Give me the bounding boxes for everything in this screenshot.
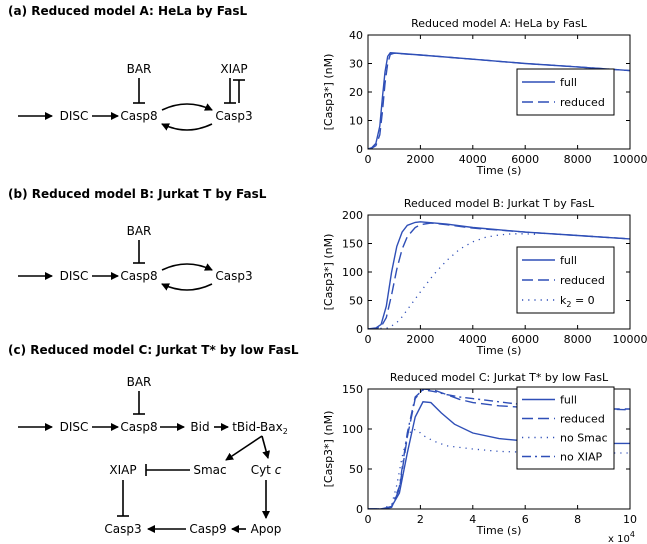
y-axis-label: [Casp3*] (nM): [322, 411, 335, 488]
y-tick-label: 40: [349, 29, 363, 42]
y-tick-label: 20: [349, 86, 363, 99]
node-apop: Apop: [251, 522, 282, 536]
node-casp8: Casp8: [120, 109, 157, 123]
edge-casp8-casp3: [161, 103, 213, 111]
y-tick-label: 100: [342, 266, 363, 279]
legend-label: reduced: [560, 274, 605, 287]
node-bar: BAR: [127, 224, 152, 238]
legend-box: [516, 68, 615, 116]
x-axis-label: Time (s): [476, 164, 522, 177]
x-tick-label: 4: [469, 513, 476, 526]
legend-label: full: [560, 254, 577, 267]
x-axis-label: Time (s): [476, 524, 522, 537]
y-axis-label: [Casp3*] (nM): [322, 54, 335, 131]
legend-label: full: [560, 76, 577, 89]
x-tick-label: 8000: [564, 333, 592, 346]
y-tick-label: 0: [356, 143, 363, 156]
node-xiap: XIAP: [220, 62, 247, 76]
node-casp3: Casp3: [215, 109, 252, 123]
x-tick-label: 2000: [406, 333, 434, 346]
panel-a-title: (a) Reduced model A: HeLa by FasL: [8, 4, 248, 18]
x-axis-label: Time (s): [476, 344, 522, 357]
y-tick-label: 150: [342, 238, 363, 251]
legend-label: reduced: [560, 413, 605, 426]
node-smac: Smac: [193, 463, 226, 477]
node-disc: DISC: [60, 420, 89, 434]
y-tick-label: 30: [349, 58, 363, 71]
node-casp9: Casp9: [189, 522, 226, 536]
plot-frame: [367, 388, 631, 510]
y-tick-label: 200: [342, 209, 363, 222]
node-disc: DISC: [60, 269, 89, 283]
y-tick-label: 50: [349, 463, 363, 476]
diagram-b: BAR DISC Casp8 Casp3: [18, 224, 253, 291]
x-tick-label: 2000: [406, 153, 434, 166]
chart-c: Reduced model C: Jurkat T* by low FasL 0 2…: [322, 371, 637, 544]
x-tick-label: 10000: [613, 153, 647, 166]
legend-label: no XIAP: [560, 451, 603, 464]
x-tick-label: 10: [623, 513, 637, 526]
node-xiap: XIAP: [109, 463, 136, 477]
chart-title: Reduced model C: Jurkat T* by low FasL: [390, 371, 609, 384]
x-tick-label: 6000: [511, 153, 539, 166]
y-tick-label: 0: [356, 503, 363, 516]
node-bar: BAR: [127, 375, 152, 389]
y-tick-label: 50: [349, 295, 363, 308]
edge-casp3-casp8: [161, 123, 213, 131]
y-tick-label: 150: [342, 383, 363, 396]
node-casp3: Casp3: [104, 522, 141, 536]
legend-box: [516, 386, 615, 470]
chart-a: Reduced model A: HeLa by FasL 0 2000 4000 60…: [322, 17, 647, 177]
x-tick-label: 8: [574, 513, 581, 526]
x-tick-label: 6000: [511, 333, 539, 346]
chart-title: Reduced model A: HeLa by FasL: [411, 17, 588, 30]
node-casp8: Casp8: [120, 420, 157, 434]
panel-c-title: (c) Reduced model C: Jurkat T* by low Fa…: [8, 343, 299, 357]
x-tick-label: 0: [365, 153, 372, 166]
x-tick-label: 0: [365, 333, 372, 346]
series-line-1: [368, 222, 630, 329]
series-line-2: [368, 233, 539, 329]
x-tick-label: 4000: [459, 333, 487, 346]
x-tick-label: 4000: [459, 153, 487, 166]
x-multiplier: x 104: [608, 530, 635, 544]
node-cytc: Cyt c: [251, 463, 282, 477]
node-casp8: Casp8: [120, 269, 157, 283]
panel-b-title: (b) Reduced model B: Jurkat T by FasL: [8, 187, 267, 201]
node-casp3: Casp3: [215, 269, 252, 283]
series-line-1: [368, 389, 630, 509]
node-bar: BAR: [127, 62, 152, 76]
y-axis-label: [Casp3*] (nM): [322, 234, 335, 311]
x-tick-label: 2: [417, 513, 424, 526]
y-tick-label: 0: [356, 323, 363, 336]
legend-box: [516, 246, 615, 314]
y-tick-label: 100: [342, 423, 363, 436]
legend-label: reduced: [560, 96, 605, 109]
node-bid: Bid: [190, 420, 209, 434]
x-tick-label: 0: [365, 513, 372, 526]
node-tbid-bax2: tBid-Bax2: [232, 420, 288, 436]
diagram-a: BAR XIAP DISC Casp8 Casp3: [18, 62, 253, 131]
chart-title: Reduced model B: Jurkat T by FasL: [404, 197, 595, 210]
legend-label: full: [560, 394, 577, 407]
legend-label: no Smac: [560, 432, 608, 445]
series-line-1: [368, 52, 630, 149]
x-tick-label: 10000: [613, 333, 647, 346]
y-tick-label: 10: [349, 115, 363, 128]
node-disc: DISC: [60, 109, 89, 123]
legend-label: k2 = 0: [560, 294, 595, 309]
diagram-c: BAR DISC Casp8 Bid tBid-Bax2 Smac Cyt c …: [18, 375, 288, 536]
x-tick-label: 6: [522, 513, 529, 526]
x-tick-label: 8000: [564, 153, 592, 166]
